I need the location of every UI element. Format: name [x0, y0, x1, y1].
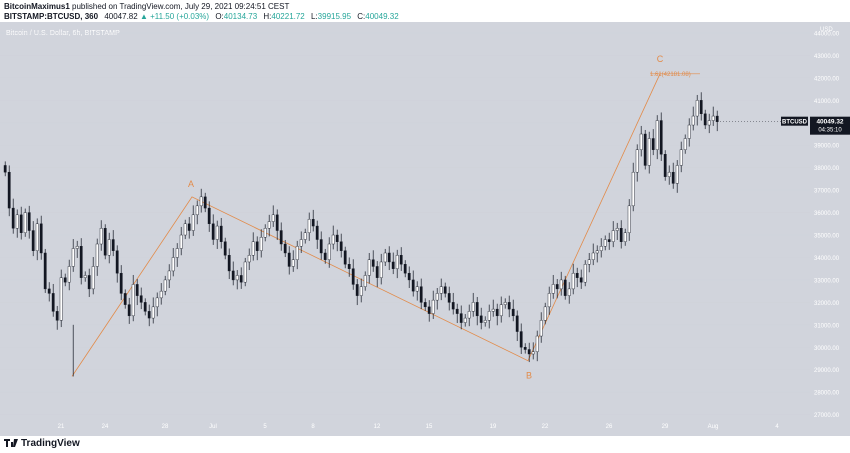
- change-value: ▲ +11.50 (+0.03%): [139, 12, 210, 21]
- chart-pane[interactable]: [0, 22, 810, 430]
- chart-header: BitcoinMaximus1 published on TradingView…: [0, 0, 850, 22]
- symbol-name: BITSTAMP:BTCUSD, 360: [4, 12, 99, 21]
- low-value: 39915.95: [317, 12, 352, 21]
- open-value: 40134.73: [223, 12, 258, 21]
- author-name[interactable]: BitcoinMaximus1: [4, 2, 70, 11]
- symbol-info: BITSTAMP:BTCUSD, 360 40047.82 ▲ +11.50 (…: [4, 12, 403, 21]
- close-label: C:: [357, 12, 366, 21]
- close-value: 40049.32: [365, 12, 399, 21]
- high-label: H:: [263, 12, 272, 21]
- tradingview-logo-icon: [4, 439, 18, 447]
- brand-name: TradingView: [21, 438, 80, 449]
- high-value: 40221.72: [271, 12, 305, 21]
- pane-title: Bitcoin / U.S. Dollar, 6h, BITSTAMP: [6, 30, 120, 37]
- open-label: O:: [215, 12, 224, 21]
- tradingview-logo[interactable]: TradingView: [4, 438, 80, 449]
- low-label: L:: [311, 12, 318, 21]
- publish-date: published on TradingView.com, July 29, 2…: [72, 2, 290, 11]
- publish-info: BitcoinMaximus1 published on TradingView…: [4, 2, 289, 11]
- price-axis[interactable]: [810, 22, 850, 430]
- currency-label[interactable]: USD: [820, 27, 833, 33]
- footer: TradingView: [0, 436, 850, 453]
- last-value: 40047.82: [104, 12, 138, 21]
